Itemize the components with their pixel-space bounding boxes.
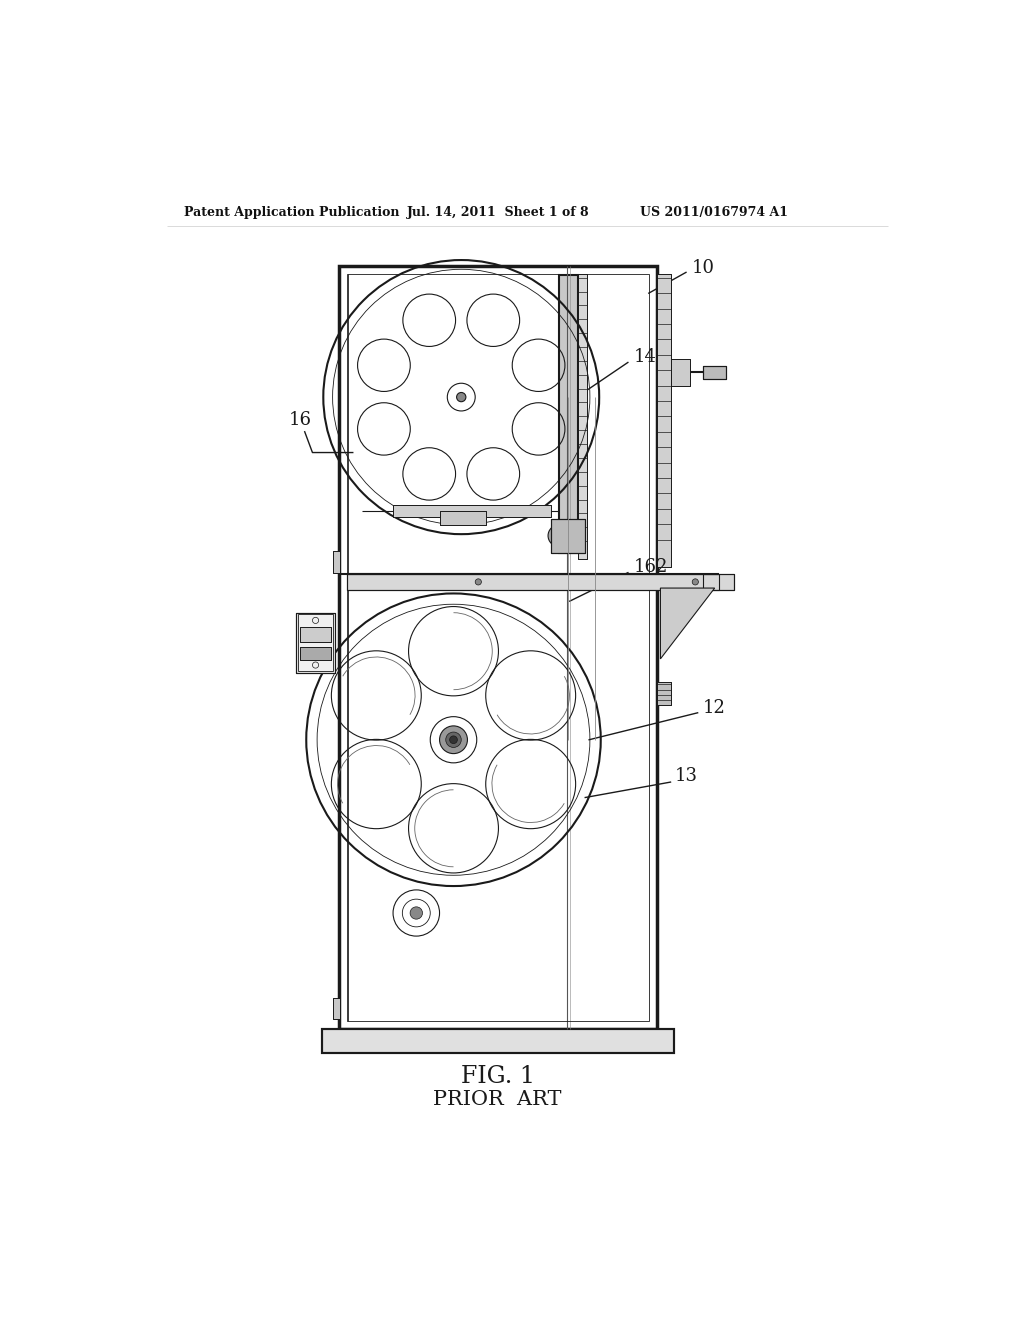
Bar: [300, 627, 331, 642]
Bar: [346, 275, 649, 574]
Bar: [559, 276, 578, 553]
Text: PRIOR  ART: PRIOR ART: [433, 1090, 562, 1109]
Bar: [322, 1028, 674, 1053]
Text: 12: 12: [703, 700, 726, 717]
Circle shape: [568, 529, 581, 543]
Bar: [333, 998, 340, 1019]
Bar: [671, 359, 690, 387]
Bar: [300, 627, 331, 642]
Bar: [322, 1028, 674, 1053]
Circle shape: [553, 529, 565, 543]
Circle shape: [445, 733, 461, 747]
Circle shape: [571, 532, 578, 539]
Text: US 2011/0167974 A1: US 2011/0167974 A1: [640, 206, 787, 219]
Circle shape: [457, 392, 466, 401]
Bar: [296, 612, 335, 673]
Bar: [333, 552, 340, 573]
Bar: [578, 275, 587, 558]
Bar: [298, 614, 334, 671]
Text: 14: 14: [633, 348, 656, 366]
Circle shape: [450, 737, 458, 743]
Bar: [339, 267, 656, 1028]
Circle shape: [556, 532, 562, 539]
Bar: [333, 998, 340, 1019]
Bar: [333, 552, 340, 573]
Bar: [393, 506, 551, 517]
Circle shape: [475, 578, 481, 585]
Bar: [346, 574, 734, 590]
Bar: [346, 574, 734, 590]
Polygon shape: [660, 589, 715, 659]
Bar: [300, 647, 331, 660]
Bar: [703, 367, 726, 379]
Text: FIG. 1: FIG. 1: [461, 1065, 535, 1089]
Bar: [703, 574, 719, 590]
Bar: [439, 511, 486, 525]
Circle shape: [692, 578, 698, 585]
Text: 10: 10: [692, 259, 715, 277]
Bar: [551, 519, 586, 553]
Bar: [551, 519, 586, 553]
Bar: [656, 275, 671, 566]
Text: 162: 162: [633, 557, 668, 576]
Bar: [439, 511, 486, 525]
Circle shape: [548, 525, 569, 546]
Circle shape: [439, 726, 467, 754]
Bar: [300, 647, 331, 660]
Text: Patent Application Publication: Patent Application Publication: [183, 206, 399, 219]
Circle shape: [410, 907, 423, 919]
Bar: [656, 682, 671, 705]
Bar: [671, 359, 690, 387]
Bar: [346, 590, 649, 1020]
Bar: [578, 275, 587, 558]
Bar: [393, 506, 551, 517]
Bar: [656, 275, 671, 566]
Bar: [559, 276, 578, 553]
Text: 13: 13: [675, 767, 698, 785]
Text: Jul. 14, 2011  Sheet 1 of 8: Jul. 14, 2011 Sheet 1 of 8: [407, 206, 590, 219]
Circle shape: [563, 525, 586, 546]
Text: 16: 16: [289, 412, 312, 429]
Bar: [296, 612, 335, 673]
Bar: [703, 367, 726, 379]
Bar: [656, 682, 671, 705]
